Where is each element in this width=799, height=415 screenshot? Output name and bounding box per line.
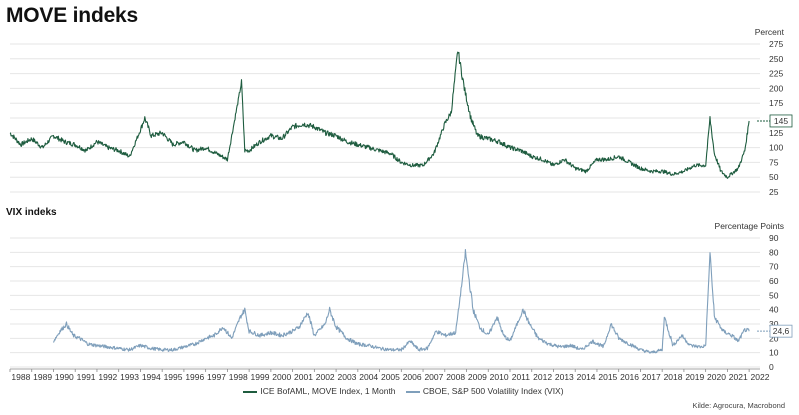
x-tick-label: 1993	[120, 372, 139, 382]
x-tick-label: 1999	[251, 372, 270, 382]
y-tick-label: 100	[769, 143, 783, 153]
x-tick-label: 2000	[272, 372, 291, 382]
x-tick-label: 2008	[446, 372, 465, 382]
y-tick-label: 75	[769, 157, 779, 167]
x-tick-label: 2005	[381, 372, 400, 382]
x-tick-label: 2020	[707, 372, 726, 382]
x-tick-label: 2009	[468, 372, 487, 382]
x-tick-label: 1996	[185, 372, 204, 382]
x-tick-label: 2018	[664, 372, 683, 382]
legend-swatch-vix	[405, 390, 420, 393]
last-value-box	[769, 114, 793, 128]
x-tick-label: 2007	[424, 372, 443, 382]
y-tick-label: 0	[769, 362, 774, 372]
x-tick-label: 1989	[33, 372, 52, 382]
x-tick-label: 2017	[642, 372, 661, 382]
y-tick-label: 275	[769, 39, 783, 49]
y-tick-label: 175	[769, 98, 783, 108]
x-tick-label: 2002	[316, 372, 335, 382]
y-tick-label: 50	[769, 172, 779, 182]
x-tick-label: 2006	[403, 372, 422, 382]
x-tick-label: 1991	[77, 372, 96, 382]
x-tick-label: 2013	[555, 372, 574, 382]
x-tick-label: 2022	[751, 372, 770, 382]
y-tick-label: 50	[769, 290, 779, 300]
y-tick-label: 225	[769, 69, 783, 79]
y-tick-label: 30	[769, 319, 779, 329]
y-tick-label: 25	[769, 187, 779, 197]
y-tick-label: 60	[769, 276, 779, 286]
x-tick-label: 2012	[533, 372, 552, 382]
x-tick-label: 1992	[98, 372, 117, 382]
chart-subtitle: VIX indeks	[6, 207, 57, 218]
y-tick-label: 80	[769, 247, 779, 257]
x-tick-label: 2014	[577, 372, 596, 382]
y-tick-label: 125	[769, 128, 783, 138]
x-tick-label: 1997	[207, 372, 226, 382]
source-note: Kilde: Agrocura, Macrobond	[692, 401, 785, 410]
x-tick-label: 2021	[729, 372, 748, 382]
x-tick-label: 2015	[598, 372, 617, 382]
x-tick-label: 2004	[359, 372, 378, 382]
legend-swatch-move	[243, 390, 258, 393]
x-tick-label: 2010	[490, 372, 509, 382]
y-tick-label: 20	[769, 333, 779, 343]
y-tick-label: 90	[769, 233, 779, 243]
y-tick-label: 250	[769, 54, 783, 64]
y-tick-label: 70	[769, 262, 779, 272]
chart-title: MOVE indeks	[6, 4, 139, 27]
series-line	[52, 248, 750, 354]
last-value-label: 24,6	[773, 326, 790, 336]
x-tick-label: 1990	[55, 372, 74, 382]
y-axis-unit-label: Percent	[755, 27, 785, 37]
last-value-box	[769, 324, 793, 338]
x-tick-label: 2011	[512, 372, 531, 382]
x-tick-label: 1995	[164, 372, 183, 382]
y-tick-label: 200	[769, 83, 783, 93]
y-tick-label: 40	[769, 305, 779, 315]
x-tick-label: 1988	[11, 372, 30, 382]
legend: ICE BofAML, MOVE Index, 1 Month CBOE, S&…	[0, 386, 799, 396]
y-tick-label: 10	[769, 348, 779, 358]
x-tick-label: 2019	[685, 372, 704, 382]
x-tick-label: 1998	[229, 372, 248, 382]
series-line	[9, 51, 750, 179]
x-tick-label: 2001	[294, 372, 313, 382]
x-tick-label: 2016	[620, 372, 639, 382]
legend-label-vix: CBOE, S&P 500 Volatility Index (VIX)	[422, 386, 564, 396]
x-tick-label: 1994	[142, 372, 161, 382]
legend-label-move: ICE BofAML, MOVE Index, 1 Month	[260, 386, 396, 396]
x-tick-label: 2003	[337, 372, 356, 382]
y-axis-unit-label: Percentage Points	[715, 221, 784, 231]
last-value-label: 145	[774, 116, 788, 126]
